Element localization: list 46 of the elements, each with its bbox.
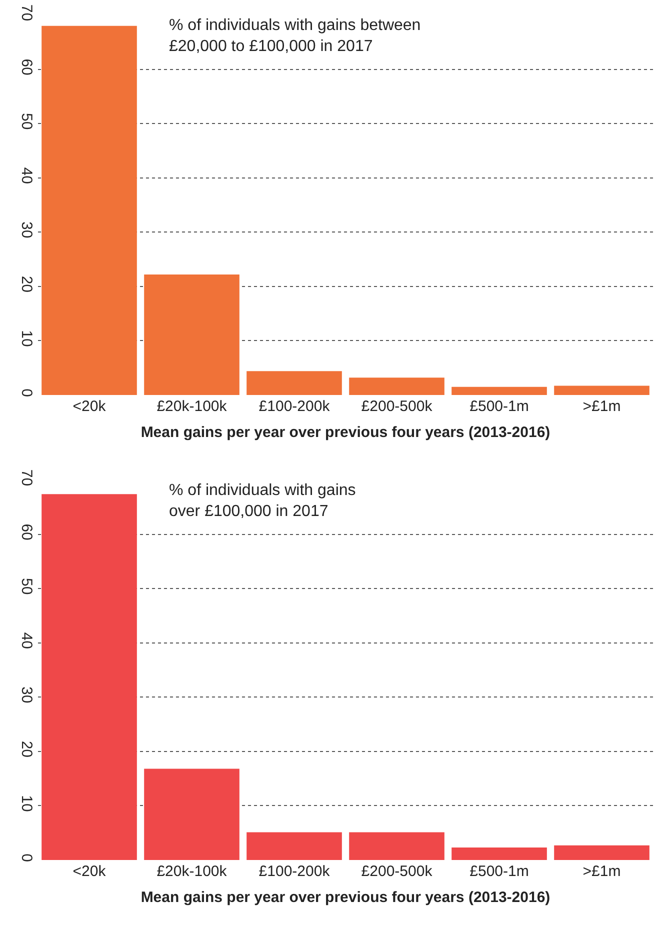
y-tick-label: 70 — [18, 469, 35, 486]
x-axis-title: Mean gains per year over previous four years (2013-2016) — [140, 424, 550, 441]
x-tick-label: £20k-100k — [156, 398, 228, 415]
x-axis-title: Mean gains per year over previous four years (2013-2016) — [140, 889, 550, 906]
bar — [246, 371, 342, 395]
y-tick-label: 50 — [18, 112, 35, 130]
x-tick-label: £500-1m — [470, 863, 529, 880]
bar — [554, 845, 650, 860]
y-tick-label: 50 — [18, 578, 35, 595]
y-tick-label: 30 — [18, 686, 35, 704]
bar — [144, 768, 240, 860]
y-tick-label: 0 — [18, 854, 35, 862]
x-tick-label: £100-200k — [258, 863, 330, 880]
y-tick-label: 20 — [18, 740, 35, 758]
y-tick-label: 60 — [18, 524, 35, 540]
bar — [144, 274, 240, 395]
bar — [246, 832, 342, 860]
x-tick-label: <20k — [72, 398, 106, 415]
y-tick-label: 30 — [18, 222, 35, 238]
annotation: % of individuals with gains — [169, 482, 356, 499]
y-tick-label: 60 — [18, 58, 35, 76]
x-tick-label: £200-500k — [361, 398, 433, 415]
y-tick-label: 40 — [18, 632, 35, 649]
bar — [349, 378, 444, 395]
x-tick-label: £20k-100k — [156, 863, 228, 880]
bar — [554, 386, 650, 395]
annotation: % of individuals with gains between — [169, 17, 421, 34]
y-tick-label: 70 — [18, 4, 35, 22]
x-tick-label: >£1m — [582, 398, 621, 415]
x-tick-label: £500-1m — [470, 398, 529, 415]
bar — [452, 386, 547, 395]
bar — [349, 832, 444, 860]
x-tick-label: £200-500k — [361, 863, 433, 880]
x-tick-label: <20k — [72, 863, 106, 880]
annotation: over £100,000 in 2017 — [169, 503, 328, 520]
y-tick-label: 20 — [18, 276, 35, 293]
x-tick-label: £100-200k — [258, 398, 330, 415]
y-tick-label: 10 — [18, 795, 35, 812]
bar — [42, 26, 137, 395]
y-tick-label: 0 — [18, 388, 35, 397]
y-tick-label: 40 — [18, 167, 35, 184]
bar — [452, 848, 547, 860]
annotation: £20,000 to £100,000 in 2017 — [169, 38, 373, 55]
y-tick-label: 10 — [18, 330, 35, 347]
x-tick-label: >£1m — [582, 863, 621, 880]
bar — [42, 494, 137, 860]
